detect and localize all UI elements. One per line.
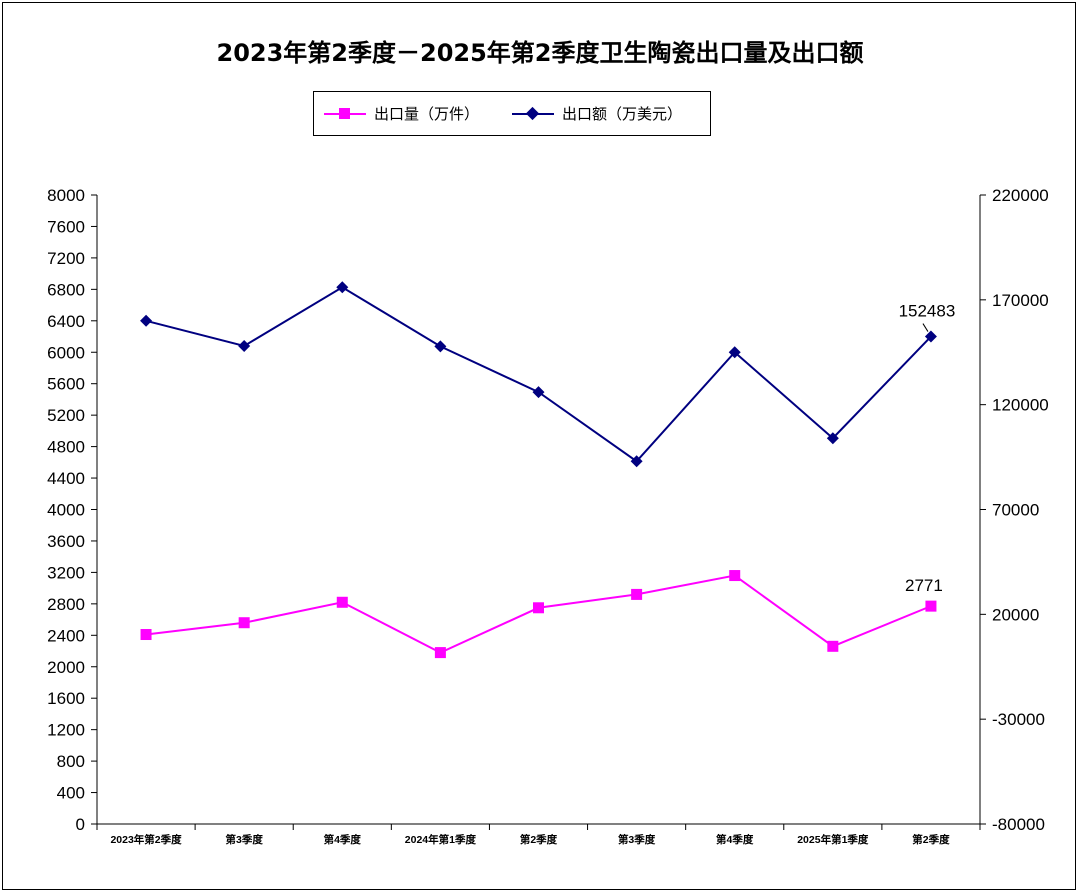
series-0-point [434,647,446,659]
left-tick-label: 4000 [47,501,85,520]
x-tick-label: 2025年第1季度 [797,833,869,846]
right-tick-label: -30000 [992,710,1045,729]
series-1-point [532,386,545,399]
left-tick-label: 4400 [47,469,85,488]
x-tick-label: 第4季度 [324,833,362,846]
left-tick-label: 0 [76,815,85,834]
x-tick-label: 2023年第2季度 [110,833,182,846]
legend-label-value: 出口额（万美元） [562,105,683,123]
series-0-point [827,640,839,652]
x-tick-label: 第2季度 [520,833,558,846]
legend-swatch-value [512,106,554,121]
right-tick-label: 120000 [992,396,1049,415]
series-1-point [728,346,741,359]
left-tick-label: 6400 [47,312,85,331]
left-tick-label: 7600 [47,217,85,236]
data-label-value: 152483 [899,302,956,321]
series-1-point [434,340,447,353]
left-tick-label: 7200 [47,249,85,268]
legend-swatch-volume [324,107,366,121]
series-0-point [238,617,250,629]
left-tick-label: 8000 [47,186,85,205]
series-1-point [238,339,251,352]
left-tick-label: 3600 [47,532,85,551]
x-tick-label: 第3季度 [225,833,263,846]
legend-item-export-value: 出口额（万美元） [512,92,682,135]
left-tick-label: 6000 [47,343,85,362]
legend-item-export-volume: 出口量（万件） [324,92,479,135]
left-tick-label: 2800 [47,595,85,614]
right-tick-label: 220000 [992,186,1049,205]
x-tick-label: 第2季度 [912,833,950,846]
series-0-point [631,588,643,600]
x-tick-label: 第3季度 [618,833,656,846]
chart-title: 2023年第2季度－2025年第2季度卫生陶瓷出口量及出口额 [216,39,864,67]
left-tick-label: 4800 [47,438,85,457]
left-tick-label: 2400 [47,626,85,645]
right-tick-label: -80000 [992,815,1045,834]
series-line-1 [145,286,932,463]
left-tick-label: 5600 [47,375,85,394]
left-tick-label: 5200 [47,406,85,425]
right-tick-label: 20000 [992,605,1039,624]
chart-legend: 出口量（万件） 出口额（万美元） [313,91,711,136]
series-line-0 [145,574,932,654]
left-tick-label: 3200 [47,563,85,582]
legend-label-volume: 出口量（万件） [374,105,480,123]
series-0-point [336,596,348,608]
x-tick-label: 第4季度 [716,833,754,846]
right-tick-label: 70000 [992,501,1039,520]
annotation-leader [922,323,929,332]
right-tick-label: 170000 [992,291,1049,310]
series-1-point [336,281,349,294]
series-1-point [924,330,937,343]
series-0-point [925,600,937,612]
series-1-point [630,455,643,468]
series-1-point [140,314,153,327]
series-0-point [533,602,544,614]
left-tick-label: 1600 [47,689,85,708]
left-tick-label: 6800 [47,280,85,299]
x-tick-label: 2024年第1季度 [405,833,477,846]
left-tick-label: 800 [57,752,85,771]
left-tick-label: 1200 [47,721,85,740]
left-tick-label: 2000 [47,658,85,677]
series-0-point [140,629,152,641]
series-1-point [826,432,839,445]
series-0-point [729,570,741,582]
data-label-volume: 2771 [905,576,943,595]
left-tick-label: 400 [57,784,85,803]
